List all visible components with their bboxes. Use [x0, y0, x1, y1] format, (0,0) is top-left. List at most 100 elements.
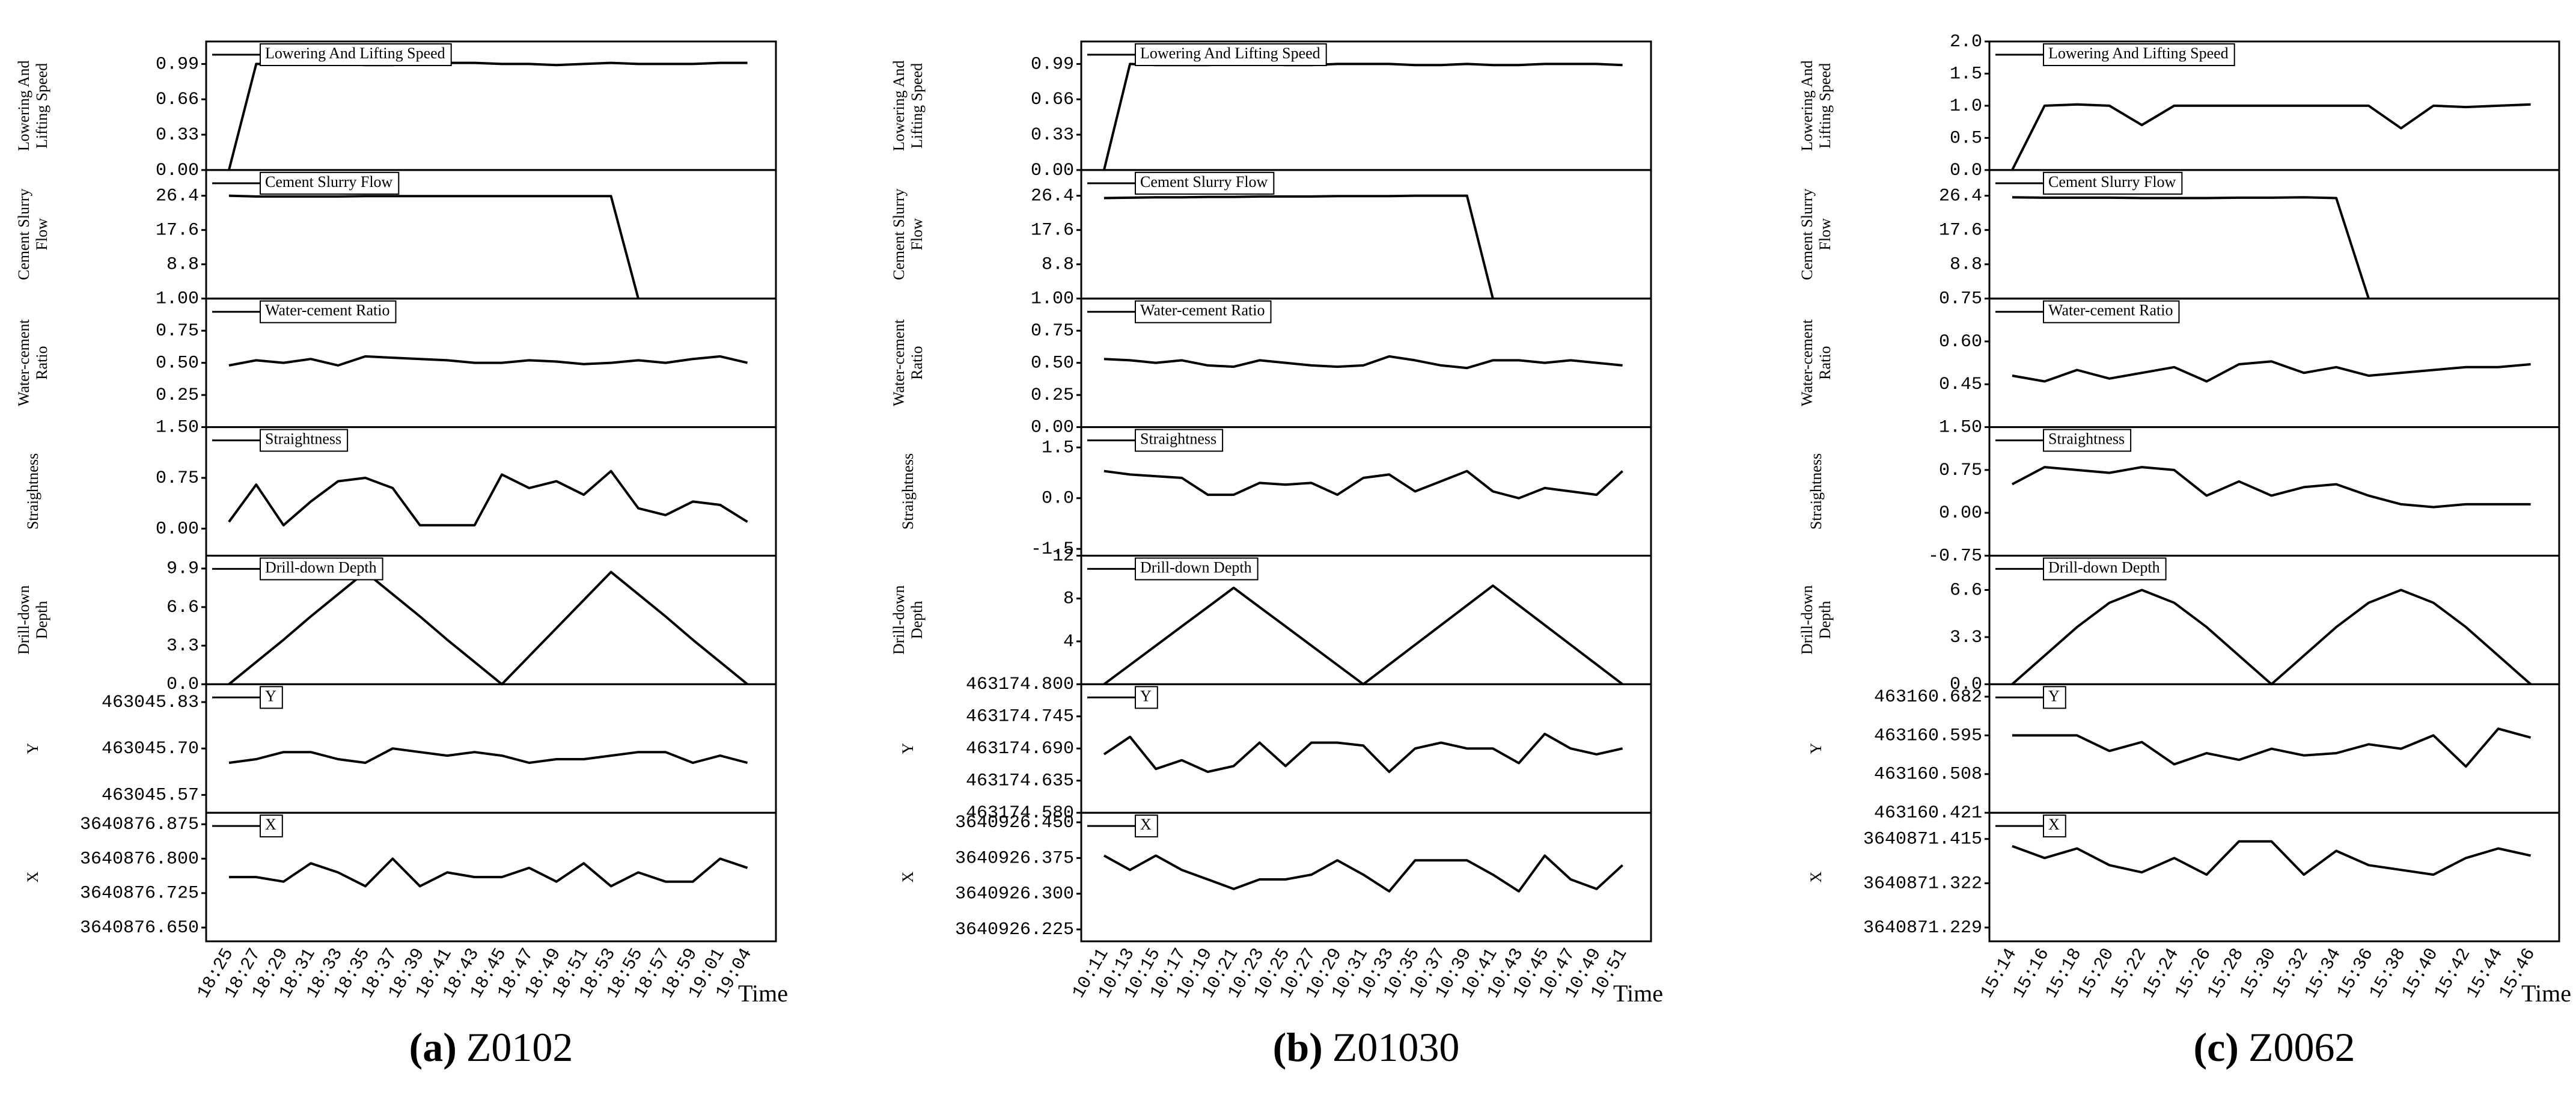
legend-label: Drill-down Depth: [2048, 558, 2160, 576]
legend-label: X: [2048, 816, 2060, 833]
y-tick-label: 0.00: [1031, 160, 1074, 181]
x-axis-label: Time: [2521, 980, 2571, 1007]
y-tick-label: 8.8: [1950, 255, 1982, 275]
y-axis-label: Water-cement: [1798, 319, 1816, 406]
caption: (c) Z0062: [2193, 1024, 2355, 1070]
y-tick-label: 3640871.322: [1863, 873, 1982, 894]
y-axis-label: X: [899, 871, 917, 882]
data-line: [228, 747, 748, 764]
y-tick-label: 1.50: [156, 417, 199, 438]
y-tick-label: 3640926.375: [955, 848, 1074, 869]
y-tick-label: 1.00: [156, 289, 199, 310]
plot-frame: [205, 683, 777, 814]
y-tick-label: 0.0: [1950, 160, 1982, 181]
legend-label: Drill-down Depth: [1140, 558, 1252, 576]
x-axis-label: Time: [738, 980, 788, 1007]
y-tick-label: 0.66: [1031, 90, 1074, 110]
y-tick-label: 463045.83: [102, 692, 199, 713]
y-axis-label: Depth: [1816, 601, 1834, 640]
y-tick-label: 3640926.225: [955, 920, 1074, 940]
y-tick-label: 26.4: [1031, 186, 1074, 207]
legend-box: [2043, 814, 2066, 838]
y-axis-label: Depth: [33, 601, 50, 640]
plot-frame: [1988, 811, 2560, 943]
y-tick-label: 0.25: [1031, 385, 1074, 406]
legend-label: Lowering And Lifting Speed: [2048, 44, 2229, 62]
y-tick-label: 0.33: [156, 125, 199, 145]
y-tick-label: 17.6: [1939, 221, 1982, 241]
legend-label: Water-cement Ratio: [1140, 302, 1265, 319]
data-line: [1103, 584, 1623, 686]
y-tick-label: 8.8: [166, 255, 199, 275]
y-tick-label: 3.3: [1950, 628, 1982, 648]
y-tick-label: 0.75: [1939, 289, 1982, 310]
y-axis-label: Flow: [33, 218, 50, 251]
subplot: 463174.580 463174.635 463174.690 463174.745…: [899, 674, 1652, 824]
y-axis-label: Y: [24, 743, 41, 754]
y-tick-label: 3640871.415: [1863, 830, 1982, 850]
y-tick-label: 6.6: [166, 597, 199, 618]
caption-text: Z01030: [1332, 1024, 1460, 1070]
y-tick-label: 3640876.800: [80, 849, 199, 869]
y-tick-label: 0.99: [156, 54, 199, 75]
caption: (b) Z01030: [1273, 1024, 1460, 1070]
legend-label: Lowering And Lifting Speed: [265, 44, 445, 62]
subplot: 0.25 0.50 0.75 1.00 Water-cement Ratio Water-c…: [15, 289, 777, 429]
y-axis-label: Flow: [1816, 218, 1834, 251]
subplot: -1.5 0.0 1.5 Straightness Straightness: [899, 426, 1652, 560]
y-axis-label: Cement Slurry: [890, 189, 908, 280]
y-axis-label: Drill-down: [1798, 585, 1816, 655]
y-tick-label: 463174.800: [966, 674, 1074, 695]
data-line: [1103, 194, 1494, 299]
y-tick-label: 0.00: [156, 160, 199, 181]
y-tick-label: 0.66: [156, 90, 199, 110]
y-axis-label: Water-cement: [890, 319, 908, 406]
y-axis-label: Lifting Speed: [1816, 63, 1834, 148]
y-tick-label: -0.75: [1928, 546, 1982, 566]
y-tick-label: 463174.635: [966, 771, 1074, 792]
subplot: 4 8 12 Drill-down Depth Drill-down Depth: [890, 546, 1652, 686]
data-line: [1103, 355, 1623, 370]
subplot: 0.0 3.3 6.6 Drill-down Depth Drill-down Depth: [1798, 554, 2560, 695]
data-line: [2012, 360, 2531, 383]
panel: 0.00 0.33 0.66 0.99 Lowering And Lifting Spee…: [890, 40, 1663, 1070]
y-tick-label: 4: [1063, 632, 1074, 652]
caption-label: (b): [1273, 1024, 1323, 1070]
legend-label: Water-cement Ratio: [2048, 302, 2173, 319]
y-tick-label: 17.6: [156, 221, 199, 241]
y-tick-label: 6.6: [1950, 580, 1982, 600]
y-tick-label: 0.25: [156, 385, 199, 406]
y-axis-label: Straightness: [24, 453, 41, 530]
y-axis-label: Straightness: [899, 453, 917, 530]
y-axis-label: Cement Slurry: [15, 189, 32, 280]
y-axis-label: Y: [899, 743, 917, 754]
y-axis-label: X: [24, 871, 41, 882]
subplot: 0.00 0.33 0.66 0.99 Lowering And Lifting Spee…: [890, 40, 1652, 181]
y-tick-label: 3.3: [166, 636, 199, 656]
y-tick-label: 12: [1052, 546, 1074, 566]
y-tick-label: 463160.421: [1874, 803, 1982, 824]
y-axis-label: Drill-down: [890, 585, 908, 655]
legend-box: [1135, 814, 1158, 838]
plot-frame: [205, 811, 777, 943]
y-tick-label: 0.0: [1950, 674, 1982, 695]
legend-label: Lowering And Lifting Speed: [1140, 44, 1320, 62]
legend-label: Straightness: [1140, 430, 1216, 448]
y-tick-label: 1.0: [1950, 96, 1982, 117]
x-axis-label: Time: [1613, 980, 1663, 1007]
y-tick-label: 0.00: [1031, 417, 1074, 438]
caption-text: Z0062: [2248, 1024, 2355, 1070]
subplot: 0.00 0.33 0.66 0.99 Lowering And Lifting Spee…: [15, 40, 777, 181]
legend-label: Y: [1140, 687, 1152, 704]
subplot: 8.8 17.6 26.4 Cement Slurry Flow Cement Slurr…: [1798, 169, 2560, 300]
subplot: 0.00 0.25 0.50 0.75 1.00 Water-cement Ratio Wat…: [890, 289, 1652, 438]
y-tick-label: 0.75: [156, 468, 199, 489]
legend-label: X: [265, 816, 276, 833]
legend-label: Drill-down Depth: [265, 558, 377, 576]
y-tick-label: 0.00: [1939, 503, 1982, 524]
subplot: 0.0 0.5 1.0 1.5 2.0 Lowering And Lifting Speed…: [1798, 32, 2560, 181]
y-tick-label: 0.50: [1031, 353, 1074, 374]
y-axis-label: Water-cement: [15, 319, 32, 406]
y-axis-label: X: [1807, 871, 1825, 882]
y-tick-label: 463160.508: [1874, 765, 1982, 785]
